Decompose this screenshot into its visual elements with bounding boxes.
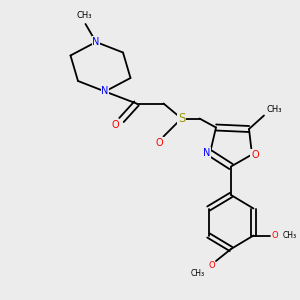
Text: O: O (251, 149, 259, 160)
Text: CH₃: CH₃ (282, 231, 297, 240)
Text: CH₃: CH₃ (191, 268, 205, 278)
Text: O: O (271, 231, 278, 240)
Text: N: N (101, 86, 109, 97)
Text: O: O (111, 120, 119, 130)
Text: N: N (203, 148, 211, 158)
Text: N: N (92, 37, 100, 47)
Text: S: S (178, 112, 185, 125)
Text: CH₃: CH₃ (267, 105, 282, 114)
Text: O: O (208, 261, 215, 270)
Text: CH₃: CH₃ (76, 11, 92, 20)
Text: O: O (155, 137, 163, 148)
